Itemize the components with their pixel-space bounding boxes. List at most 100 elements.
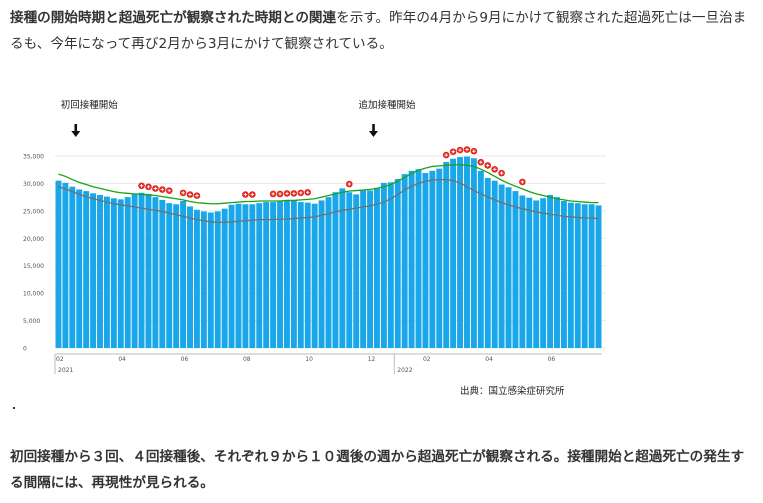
intro-normal-text: を示す。昨年の4月から9月にかけて観察された超過死亡は一旦治まるも、今年になって… — [10, 10, 747, 52]
bar — [498, 184, 505, 348]
excess-marker-plus-icon — [451, 150, 455, 154]
excess-marker-plus-icon — [271, 192, 275, 196]
stray-dot — [13, 407, 15, 409]
bar — [554, 197, 560, 348]
excess-marker-plus-icon — [520, 180, 525, 184]
bar — [152, 197, 159, 348]
excess-marker-plus-icon — [492, 167, 497, 171]
bar — [90, 193, 97, 348]
bar — [353, 194, 360, 348]
bar — [166, 203, 173, 348]
bar — [332, 192, 339, 348]
bar — [124, 197, 131, 348]
excess-marker-plus-icon — [195, 193, 199, 198]
bar — [540, 198, 547, 348]
bar — [519, 195, 526, 348]
source-label: 出典：国立感染症研究所 — [460, 385, 565, 397]
bar — [588, 204, 595, 348]
excess-marker-plus-icon — [167, 188, 171, 193]
bar — [97, 194, 103, 348]
bar — [464, 156, 470, 348]
bar — [443, 162, 450, 348]
y-tick-label: 25,000 — [23, 208, 44, 215]
excess-marker-plus-icon — [153, 186, 158, 191]
down-arrow-icon — [74, 124, 78, 132]
bar — [117, 199, 124, 348]
excess-marker-plus-icon — [444, 153, 448, 157]
bar — [560, 200, 567, 348]
down-arrow-icon — [372, 124, 375, 132]
down-arrow-head-icon — [369, 131, 379, 137]
bar — [297, 202, 304, 348]
bar — [173, 204, 180, 348]
excess-marker-plus-icon — [181, 191, 185, 195]
excess-marker-plus-icon — [160, 187, 165, 192]
x-tick-label: 08 — [243, 356, 251, 363]
y-tick-label: 5,000 — [23, 318, 40, 325]
x-tick-label: 06 — [181, 356, 189, 363]
bar — [346, 192, 353, 348]
excess-marker-plus-icon — [139, 184, 144, 188]
bar — [187, 206, 193, 348]
excess-marker-plus-icon — [292, 191, 296, 196]
bar — [207, 212, 214, 348]
bar — [415, 169, 422, 348]
lower-threshold-line — [58, 178, 599, 224]
excess-marker-plus-icon — [486, 163, 490, 168]
bar — [290, 200, 297, 348]
bar — [394, 179, 401, 348]
bar — [311, 203, 318, 348]
bar — [200, 211, 207, 348]
bar — [138, 192, 145, 348]
excess-marker-plus-icon — [299, 191, 303, 195]
bar — [263, 202, 270, 348]
bar — [450, 158, 457, 348]
excess-marker-plus-icon — [499, 171, 504, 175]
x-tick-label: 12 — [368, 356, 376, 363]
y-tick-label: 30,000 — [23, 181, 44, 188]
excess-marker-plus-icon — [250, 192, 255, 197]
bar — [69, 186, 76, 348]
bar — [235, 203, 242, 348]
x-tick-label: 06 — [548, 356, 556, 363]
excess-marker-plus-icon — [285, 191, 289, 196]
bar — [214, 211, 221, 348]
bar — [159, 199, 166, 348]
bar — [221, 208, 228, 348]
bar — [304, 202, 311, 348]
bar — [547, 194, 554, 348]
bar — [491, 180, 498, 348]
bar — [360, 190, 367, 348]
bar — [103, 196, 110, 348]
x-tick-label: 04 — [118, 356, 126, 363]
excess-marker-plus-icon — [472, 149, 476, 153]
excess-marker-plus-icon — [479, 160, 483, 164]
excess-marker-plus-icon — [347, 182, 351, 186]
bar — [581, 204, 588, 348]
bar — [131, 194, 138, 348]
bar — [484, 177, 491, 348]
bar — [595, 205, 602, 348]
bar — [477, 170, 484, 348]
bar — [76, 189, 83, 348]
bar — [277, 200, 283, 348]
excess-marker-plus-icon — [306, 190, 310, 195]
annotation-label: 追加接種開始 — [359, 99, 417, 111]
bar — [374, 187, 380, 348]
bar — [367, 190, 373, 348]
y-tick-label: 20,000 — [23, 236, 44, 243]
bar — [180, 200, 187, 348]
year-label: 2022 — [397, 367, 412, 374]
bar — [567, 202, 574, 348]
excess-marker-plus-icon — [146, 185, 151, 189]
bar — [339, 188, 346, 348]
bar — [55, 180, 62, 348]
bar — [526, 197, 533, 348]
intro-paragraph: 接種の開始時期と超過死亡が観察された時期との関連を示す。昨年の4月から9月にかけ… — [10, 5, 755, 57]
bar — [457, 157, 464, 348]
y-tick-label: 10,000 — [23, 291, 44, 298]
bar — [249, 204, 256, 348]
excess-marker-plus-icon — [458, 148, 462, 152]
x-tick-label: 04 — [485, 356, 493, 363]
upper-threshold-line — [58, 164, 599, 205]
